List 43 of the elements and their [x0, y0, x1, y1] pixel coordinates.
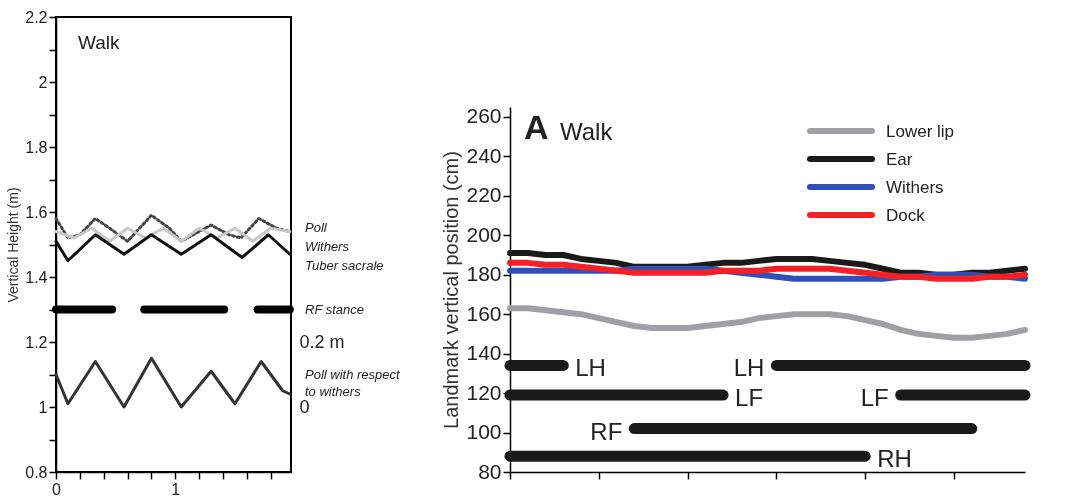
legend-label: Ear — [886, 150, 913, 169]
y-tick-label: 100 — [466, 420, 502, 444]
y-axis-title: Vertical Height (m) — [5, 187, 22, 303]
text: Walk — [78, 32, 121, 53]
legend-label: Dock — [886, 206, 926, 225]
series-label: RH — [877, 445, 912, 473]
series-label: Withers — [305, 239, 350, 255]
line-series — [54, 226, 292, 243]
y-tick-label: 180 — [466, 262, 502, 286]
text: Walk — [560, 118, 614, 145]
y-axis-title: Landmark vertical position (cm) — [440, 151, 463, 429]
line-series — [54, 233, 292, 263]
y-tick-label: 220 — [466, 183, 502, 207]
y2-tick-label: 0 — [299, 396, 310, 417]
series-label: Poll — [305, 220, 328, 236]
y-tick-label: 1 — [38, 398, 48, 416]
y-tick-label: 200 — [466, 222, 502, 246]
series-label: RF stance — [305, 301, 365, 317]
y-tick-label: 2 — [38, 73, 48, 91]
y-tick-label: 120 — [466, 380, 502, 404]
series-label: LH — [733, 354, 765, 382]
y-tick-label: 160 — [466, 301, 502, 325]
y-tick-label: 1.8 — [25, 138, 48, 156]
y-tick-label: 1.2 — [25, 333, 48, 351]
y-tick-label: 260 — [466, 104, 502, 128]
annotation: A — [524, 108, 549, 146]
y-tick-label: 80 — [478, 459, 502, 483]
series-label: LF — [860, 384, 889, 412]
y-tick-label: 140 — [466, 341, 502, 365]
series-label: Poll with respect to withers — [305, 366, 402, 399]
y-tick-label: 240 — [466, 143, 502, 167]
legend-label: Lower lip — [886, 122, 955, 141]
line-series — [54, 356, 292, 409]
series-label: LF — [735, 384, 764, 412]
y-tick-label: 1.4 — [25, 268, 48, 286]
y2-tick-label: 0.2 m — [299, 331, 345, 352]
legend-label: Withers — [886, 178, 944, 197]
y-tick-label: 2.2 — [25, 8, 48, 26]
y-tick-label: 1.6 — [25, 203, 48, 221]
series-label: LH — [575, 354, 606, 382]
series-label: Tuber sacrale — [305, 258, 384, 274]
y-tick-label: 0.8 — [25, 463, 48, 481]
series-label: RF — [590, 417, 623, 445]
